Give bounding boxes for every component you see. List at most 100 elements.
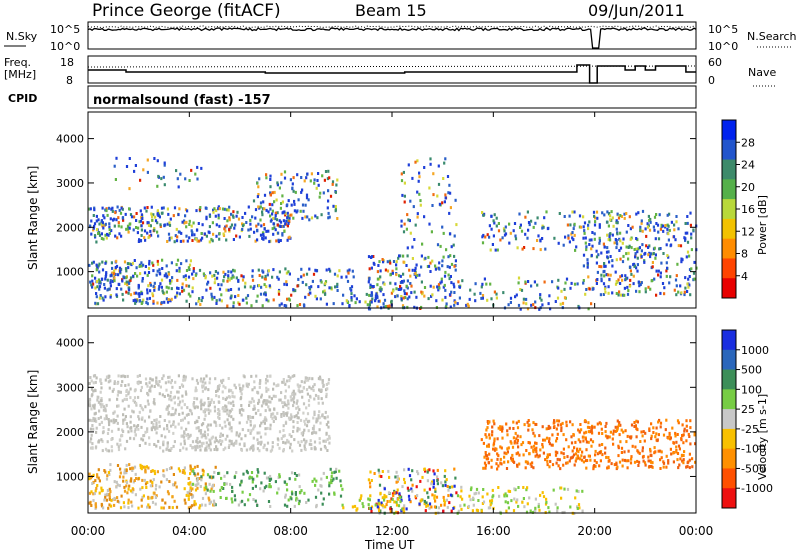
radar-cell bbox=[108, 225, 111, 229]
radar-cell bbox=[183, 498, 186, 502]
radar-cell bbox=[148, 436, 151, 440]
radar-cell bbox=[348, 304, 351, 307]
radar-cell bbox=[284, 441, 287, 445]
radar-cell bbox=[165, 297, 168, 301]
radar-cell bbox=[118, 475, 122, 479]
radar-cell bbox=[546, 456, 549, 460]
radar-cell bbox=[683, 429, 686, 433]
radar-cell bbox=[545, 500, 548, 504]
radar-cell bbox=[106, 449, 109, 453]
radar-cell bbox=[95, 426, 98, 430]
radar-cell bbox=[92, 492, 95, 496]
radar-cell bbox=[485, 435, 488, 439]
radar-cell bbox=[196, 405, 199, 409]
radar-cell bbox=[403, 477, 406, 481]
radar-cell bbox=[566, 455, 569, 459]
radar-cell bbox=[322, 383, 325, 387]
radar-cell bbox=[98, 222, 101, 226]
radar-cell bbox=[501, 436, 504, 440]
radar-cell bbox=[90, 232, 93, 236]
radar-cell bbox=[240, 404, 243, 407]
radar-cell bbox=[649, 453, 652, 457]
radar-cell bbox=[268, 408, 272, 412]
radar-cell bbox=[454, 300, 457, 304]
radar-cell bbox=[440, 503, 443, 507]
radar-cell bbox=[122, 298, 125, 302]
radar-cell bbox=[652, 431, 655, 434]
radar-cell bbox=[648, 427, 651, 431]
radar-cell bbox=[596, 216, 599, 220]
noise-panel: N.Sky 10^5 10^0 10^5 10^0 N.Search bbox=[4, 21, 797, 53]
radar-cell bbox=[297, 416, 300, 420]
radar-cell bbox=[327, 378, 331, 382]
radar-cell bbox=[593, 214, 596, 218]
radar-cell bbox=[630, 272, 633, 276]
radar-cell bbox=[541, 237, 544, 240]
radar-cell bbox=[423, 294, 426, 298]
radar-cell bbox=[653, 451, 656, 455]
radar-cell bbox=[333, 470, 336, 474]
radar-cell bbox=[149, 229, 152, 233]
radar-cell bbox=[489, 499, 492, 503]
radar-cell bbox=[137, 226, 140, 230]
radar-cell bbox=[431, 293, 434, 297]
radar-cell bbox=[683, 427, 686, 431]
radar-cell bbox=[109, 295, 112, 299]
radar-cell bbox=[297, 389, 300, 393]
radar-cell bbox=[271, 203, 274, 207]
radar-cell bbox=[207, 496, 210, 500]
radar-cell bbox=[599, 293, 602, 297]
radar-cell bbox=[260, 224, 263, 228]
radar-cell bbox=[116, 382, 119, 385]
radar-cell bbox=[409, 199, 412, 203]
radar-cell bbox=[591, 244, 594, 248]
radar-cell bbox=[174, 295, 177, 299]
radar-cell bbox=[507, 460, 510, 464]
radar-cell bbox=[406, 286, 409, 290]
radar-cell bbox=[147, 271, 151, 274]
radar-cell bbox=[205, 288, 208, 292]
radar-cell bbox=[524, 460, 527, 464]
radar-cell bbox=[209, 286, 212, 290]
radar-cell bbox=[630, 457, 633, 461]
radar-cell bbox=[222, 409, 225, 413]
radar-cell bbox=[257, 268, 260, 272]
radar-cell bbox=[151, 294, 155, 298]
radar-cell bbox=[128, 226, 131, 230]
radar-cell bbox=[116, 442, 119, 446]
radar-cell bbox=[657, 237, 661, 241]
radar-cell bbox=[133, 424, 136, 428]
radar-cell bbox=[210, 487, 213, 491]
radar-cell bbox=[226, 304, 229, 308]
radar-cell bbox=[107, 418, 110, 421]
radar-cell bbox=[245, 448, 248, 452]
radar-cell bbox=[187, 266, 190, 270]
radar-cell bbox=[285, 482, 288, 486]
radar-cell bbox=[228, 427, 231, 431]
radar-cell bbox=[100, 232, 103, 236]
radar-cell bbox=[218, 400, 221, 404]
radar-cell bbox=[159, 223, 162, 227]
radar-cell bbox=[134, 472, 137, 476]
radar-cell bbox=[307, 293, 310, 297]
radar-cell bbox=[190, 493, 193, 497]
radar-cell bbox=[230, 442, 233, 446]
radar-cell bbox=[419, 203, 422, 207]
radar-cell bbox=[259, 201, 263, 205]
radar-cell bbox=[88, 418, 91, 422]
radar-cell bbox=[629, 278, 632, 282]
radar-cell bbox=[109, 294, 112, 297]
radar-cell bbox=[636, 238, 639, 242]
radar-cell bbox=[313, 447, 316, 451]
radar-cell bbox=[370, 256, 373, 259]
radar-cell bbox=[105, 477, 109, 481]
radar-cell bbox=[252, 399, 255, 403]
radar-cell bbox=[647, 285, 650, 289]
radar-cell bbox=[144, 482, 148, 486]
radar-cell bbox=[100, 502, 103, 506]
radar-cell bbox=[683, 450, 686, 454]
radar-cell bbox=[690, 267, 693, 271]
cpid-text: normalsound (fast) -157 bbox=[93, 93, 271, 108]
radar-cell bbox=[620, 293, 623, 297]
radar-cell bbox=[445, 302, 448, 306]
